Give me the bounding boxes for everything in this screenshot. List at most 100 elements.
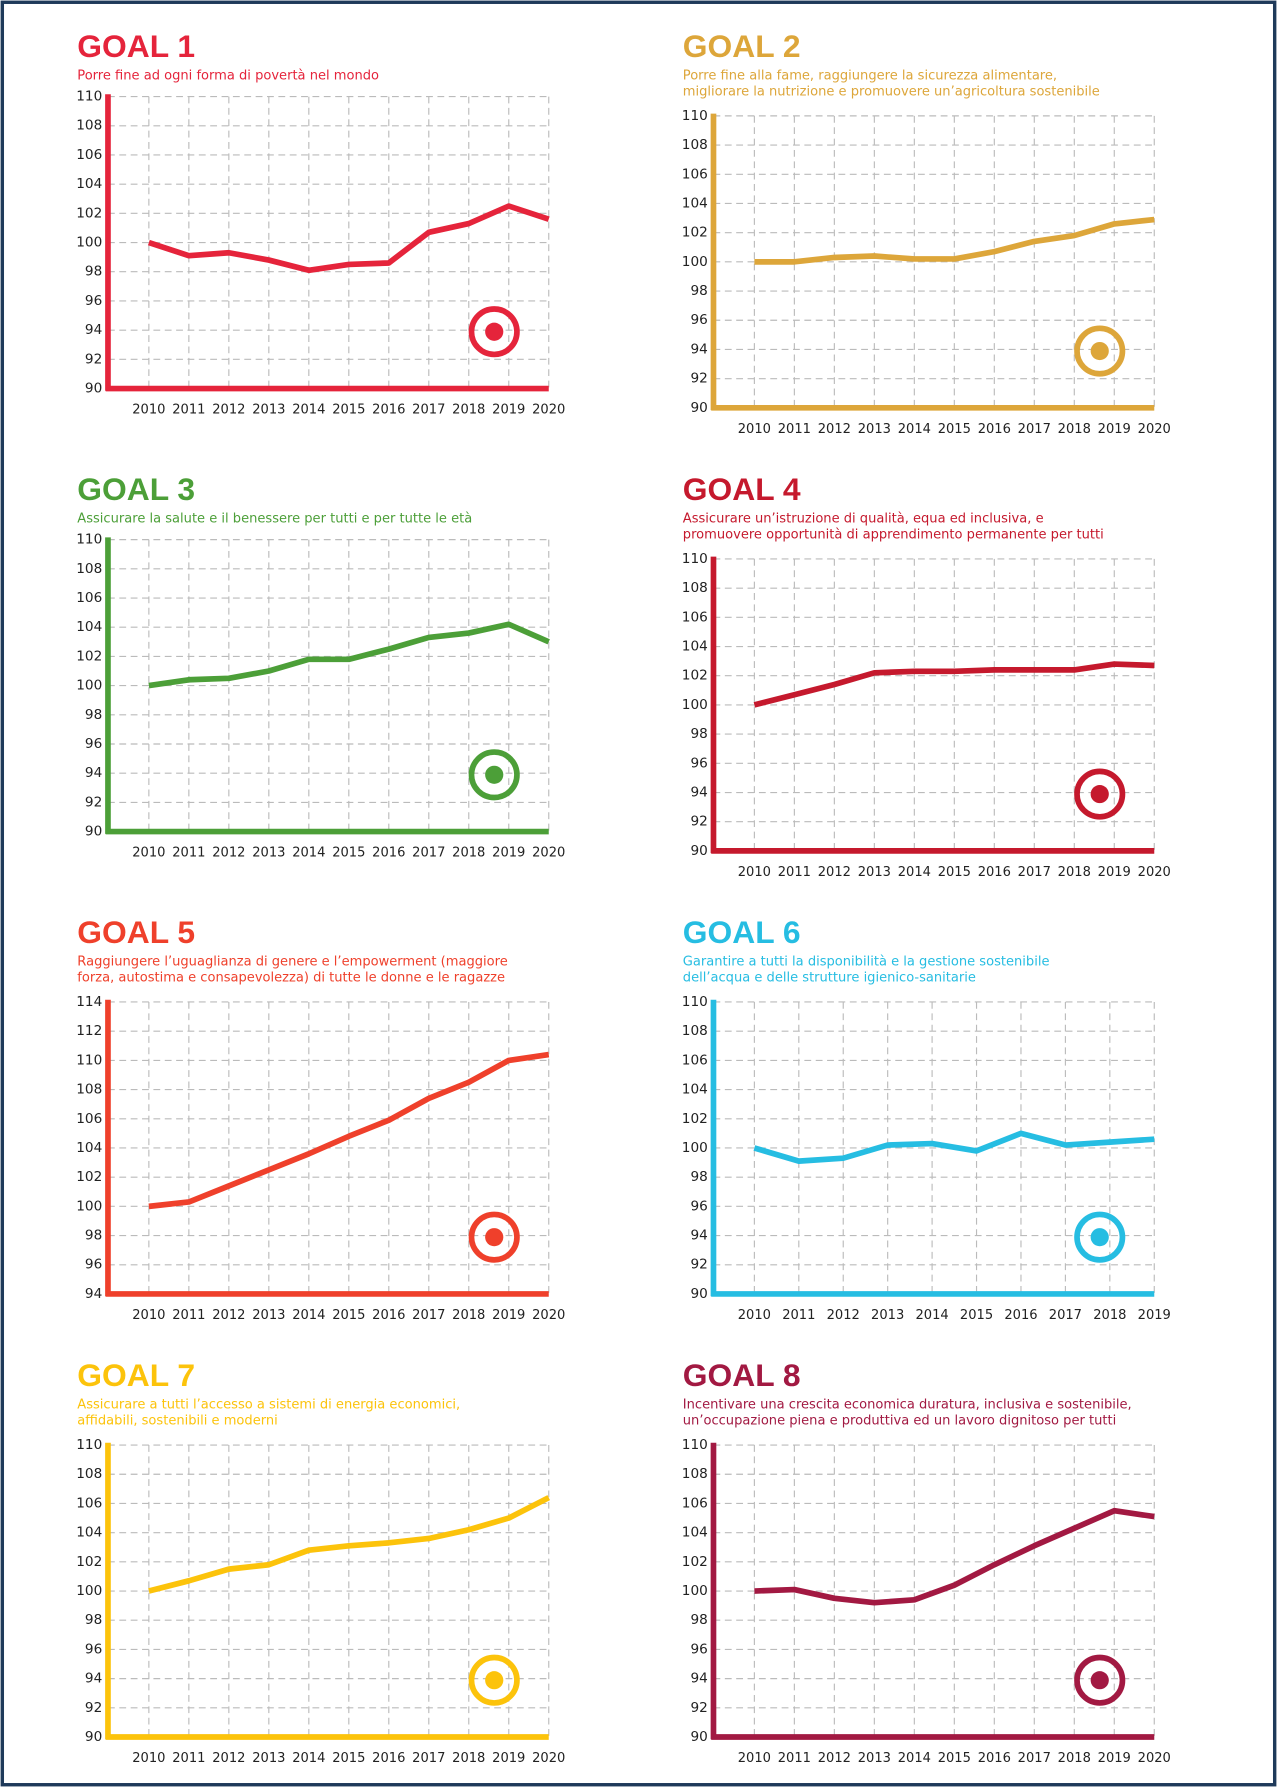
- y-tick-label: 98: [85, 1612, 102, 1628]
- y-tick-label: 90: [690, 1729, 707, 1745]
- x-tick-label: 2018: [1058, 865, 1091, 880]
- y-tick-label: 100: [682, 697, 708, 713]
- y-tick-label: 100: [76, 678, 102, 694]
- y-tick-label: 110: [76, 1052, 102, 1068]
- x-tick-label: 2015: [938, 422, 971, 437]
- x-tick-label: 2014: [292, 1751, 325, 1766]
- chart-subtitle: affidabili, sostenibili e moderni: [77, 1414, 277, 1429]
- y-tick-label: 90: [85, 824, 102, 840]
- x-tick-label: 2012: [212, 403, 245, 418]
- x-tick-label: 2020: [532, 403, 565, 418]
- x-tick-label: 2020: [1138, 865, 1171, 880]
- y-tick-label: 92: [85, 794, 102, 810]
- y-tick-label: 100: [682, 1140, 708, 1156]
- x-tick-label: 2013: [858, 422, 891, 437]
- y-tick-label: 108: [76, 118, 102, 134]
- x-tick-label: 2019: [1138, 1308, 1171, 1323]
- x-tick-label: 2019: [1098, 422, 1131, 437]
- goal-icon: [1074, 1211, 1126, 1263]
- x-tick-label: 2017: [1018, 865, 1051, 880]
- y-tick-label: 104: [682, 639, 708, 655]
- x-tick-label: 2010: [738, 1308, 771, 1323]
- y-tick-label: 102: [682, 1111, 708, 1127]
- goal-icon-core: [485, 1228, 504, 1247]
- x-tick-label: 2015: [938, 1751, 971, 1766]
- x-tick-label: 2012: [212, 1751, 245, 1766]
- y-tick-label: 98: [690, 726, 707, 742]
- chart-title: GOAL 7: [77, 1357, 195, 1393]
- chart-subtitle: Assicurare un’istruzione di qualità, equ…: [683, 512, 1044, 527]
- x-tick-label: 2020: [532, 1308, 565, 1323]
- y-tick-label: 110: [682, 994, 708, 1010]
- x-tick-label: 2011: [172, 1308, 205, 1323]
- x-tick-label: 2016: [372, 1751, 405, 1766]
- y-tick-label: 104: [682, 1082, 708, 1098]
- goal-icon: [468, 1654, 520, 1706]
- chart-subtitle: forza, autostima e consapevolezza) di tu…: [77, 971, 505, 986]
- chart-subtitle: Porre fine alla fame, raggiungere la sic…: [683, 69, 1057, 84]
- y-tick-label: 104: [682, 195, 708, 211]
- x-tick-label: 2012: [818, 865, 851, 880]
- y-tick-label: 108: [682, 1023, 708, 1039]
- x-tick-label: 2015: [332, 403, 365, 418]
- data-line: [148, 1495, 551, 1594]
- chart-subtitle: dell’acqua e delle strutture igienico-sa…: [683, 971, 976, 986]
- y-tick-label: 100: [682, 1583, 708, 1599]
- y-tick-label: 96: [690, 312, 707, 328]
- x-tick-label: 2017: [412, 1308, 445, 1323]
- x-tick-label: 2010: [738, 865, 771, 880]
- goal-icon-core: [1090, 1671, 1109, 1690]
- x-tick-label: 2016: [372, 846, 405, 861]
- y-tick-label: 94: [85, 1671, 102, 1687]
- y-tick-label: 102: [76, 1169, 102, 1185]
- x-tick-label: 2017: [1018, 1751, 1051, 1766]
- x-tick-label: 2015: [332, 1308, 365, 1323]
- y-tick-label: 102: [682, 1554, 708, 1570]
- x-tick-label: 2012: [212, 1308, 245, 1323]
- goal-icon-core: [485, 765, 504, 784]
- goal-icon: [1074, 1654, 1126, 1706]
- data-line: [754, 216, 1155, 265]
- x-tick-label: 2011: [172, 1751, 205, 1766]
- y-tick-label: 98: [690, 1169, 707, 1185]
- data-line: [753, 1130, 1155, 1164]
- x-tick-label: 2010: [738, 422, 771, 437]
- y-tick-label: 94: [85, 322, 102, 338]
- x-tick-label: 2010: [132, 1308, 165, 1323]
- chart-panel: GOAL 1 Porre fine ad ogni forma di povert…: [76, 28, 565, 418]
- y-tick-label: 100: [76, 1583, 102, 1599]
- y-tick-label: 104: [76, 1525, 102, 1541]
- x-tick-label: 2018: [452, 403, 485, 418]
- x-tick-label: 2020: [532, 1751, 565, 1766]
- y-tick-label: 106: [76, 1495, 102, 1511]
- y-tick-label: 94: [690, 1228, 707, 1244]
- y-tick-label: 112: [76, 1023, 102, 1039]
- y-tick-label: 90: [690, 400, 707, 416]
- x-tick-label: 2013: [252, 846, 285, 861]
- y-tick-label: 90: [85, 1729, 102, 1745]
- chart-subtitle: Raggiungere l’uguaglianza di genere e l’…: [77, 955, 507, 970]
- x-tick-label: 2012: [212, 846, 245, 861]
- x-tick-label: 2019: [1098, 865, 1131, 880]
- chart-subtitle: Assicurare la salute e il benessere per …: [77, 512, 472, 527]
- data-line: [148, 621, 550, 689]
- chart-panel: GOAL 2 Porre fine alla fame, raggiungere …: [682, 28, 1171, 437]
- x-tick-label: 2011: [172, 403, 205, 418]
- chart-title: GOAL 2: [683, 28, 801, 64]
- x-tick-label: 2012: [818, 422, 851, 437]
- chart-panel: GOAL 8 Incentivare una crescita economica…: [682, 1357, 1171, 1766]
- x-tick-label: 2014: [292, 846, 325, 861]
- chart-title: GOAL 5: [77, 914, 195, 950]
- x-tick-label: 2016: [978, 1751, 1011, 1766]
- y-tick-label: 96: [85, 1641, 102, 1657]
- x-tick-label: 2018: [1093, 1308, 1126, 1323]
- y-tick-label: 98: [690, 283, 707, 299]
- x-tick-label: 2016: [978, 422, 1011, 437]
- chart-subtitle: Assicurare a tutti l’accesso a sistemi d…: [77, 1398, 460, 1413]
- y-tick-label: 108: [682, 1466, 708, 1482]
- y-tick-label: 106: [682, 1495, 708, 1511]
- y-tick-label: 92: [690, 1257, 707, 1273]
